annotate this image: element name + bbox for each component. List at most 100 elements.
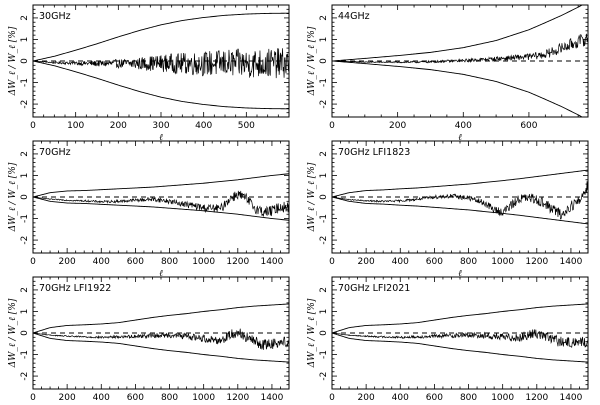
plot-area [332,303,588,363]
y-tick-label: 1 [20,37,30,43]
y-axis-title: ΔW_ℓ / W_ℓ [%] [8,26,18,96]
x-tick-label: 0 [329,257,335,267]
x-tick-label: 100 [67,121,84,131]
x-tick-label: 600 [426,393,443,403]
x-tick-label: 1200 [226,257,249,267]
x-tick-label: 0 [30,257,36,267]
x-tick-label: 600 [426,257,443,267]
x-tick-label: 1400 [260,257,283,267]
panel-title: 70GHz [39,147,71,158]
x-tick-label: 400 [392,393,409,403]
y-axis-title: ΔW_ℓ / W_ℓ [%] [307,298,317,368]
panel-title: 30GHz [39,11,71,22]
upper-envelope-line [332,169,588,198]
x-tick-label: 300 [152,121,169,131]
y-tick-label: -2 [20,236,30,245]
y-tick-label: 2 [319,151,329,157]
panel-title: 70GHz LFI1823 [338,147,410,158]
y-tick-label: -1 [319,78,329,87]
x-tick-label: 400 [93,257,110,267]
x-axis-title: ℓ [159,133,163,143]
y-tick-label: 2 [20,15,30,21]
x-tick-label: 1000 [491,257,514,267]
y-tick-label: 0 [20,330,30,336]
y-axis-title: ΔW_ℓ / W_ℓ [%] [307,162,317,232]
chart-panel-2: 0 200 400 600 -2 -1 0 1 2 ℓ ΔW_ℓ / W_ℓ [%] 44GHz [307,4,589,143]
x-tick-label: 200 [110,121,127,131]
x-tick-label: 800 [460,257,477,267]
x-tick-label: 1200 [226,393,249,403]
y-tick-label: 1 [20,173,30,179]
y-tick-label: -1 [20,214,30,223]
y-tick-label: -2 [20,100,30,109]
x-tick-label: 1000 [192,393,215,403]
y-tick-label: 1 [20,309,30,315]
x-tick-label: 1200 [525,257,548,267]
x-tick-label: 400 [93,393,110,403]
x-tick-label: 200 [59,257,76,267]
upper-envelope-line [332,303,588,334]
x-tick-label: 600 [127,257,144,267]
plot-area [33,12,289,110]
upper-envelope-line [332,5,584,62]
x-tick-label: 800 [161,257,178,267]
lower-envelope-line [332,196,588,225]
x-tick-label: 200 [59,393,76,403]
lower-envelope-line [33,196,289,221]
y-tick-label: 0 [319,330,329,336]
measured-series-line [33,190,289,217]
x-tick-label: 200 [358,257,375,267]
plot-area [332,169,588,225]
x-tick-label: 400 [392,257,409,267]
y-tick-label: 2 [319,287,329,293]
y-tick-label: 0 [20,58,30,64]
x-tick-label: 200 [389,121,406,131]
chart-panel-3: 0 200 400 600 800 1000 1200 1400 -2 -1 0 1 2 ℓ ΔW_ℓ / … [8,140,290,279]
y-tick-label: -1 [20,350,30,359]
measured-series-line [332,329,588,348]
x-tick-label: 800 [161,393,178,403]
y-tick-label: 1 [319,309,329,315]
x-axis-title: ℓ [159,269,163,279]
y-tick-label: 2 [20,151,30,157]
x-tick-label: 400 [195,121,212,131]
x-axis-title: ℓ [458,133,462,143]
x-tick-label: 500 [238,121,255,131]
lower-envelope-line [33,60,289,110]
y-tick-label: 0 [319,194,329,200]
upper-envelope-line [33,12,289,62]
y-tick-label: 1 [319,37,329,43]
y-axis-title: ΔW_ℓ / W_ℓ [%] [8,298,18,368]
measured-series-line [332,181,588,220]
measured-series-line [33,48,289,79]
y-tick-label: -2 [20,372,30,381]
plot-area [332,5,588,117]
x-tick-label: 0 [30,121,36,131]
y-tick-label: 2 [20,287,30,293]
upper-envelope-line [33,303,289,334]
x-tick-label: 800 [460,393,477,403]
panel-title: 44GHz [338,11,370,22]
x-tick-label: 1400 [260,393,283,403]
panel-title: 70GHz LFI1922 [39,283,111,294]
x-tick-label: 1200 [525,393,548,403]
y-tick-label: 2 [319,15,329,21]
measured-series-line [332,33,588,64]
x-tick-label: 600 [520,121,537,131]
x-tick-label: 0 [329,393,335,403]
chart-panel-4: 0 200 400 600 800 1000 1200 1400 -2 -1 0 1 2 ℓ ΔW_ℓ / … [307,140,589,279]
y-tick-label: 0 [319,58,329,64]
x-tick-label: 1400 [559,257,582,267]
plot-area [33,173,289,221]
y-tick-label: -2 [319,100,329,109]
x-tick-label: 0 [30,393,36,403]
y-tick-label: -2 [319,236,329,245]
x-tick-label: 1400 [559,393,582,403]
y-tick-label: -1 [319,350,329,359]
lower-envelope-line [332,332,588,363]
y-axis-title: ΔW_ℓ / W_ℓ [%] [8,162,18,232]
upper-envelope-line [33,173,289,198]
